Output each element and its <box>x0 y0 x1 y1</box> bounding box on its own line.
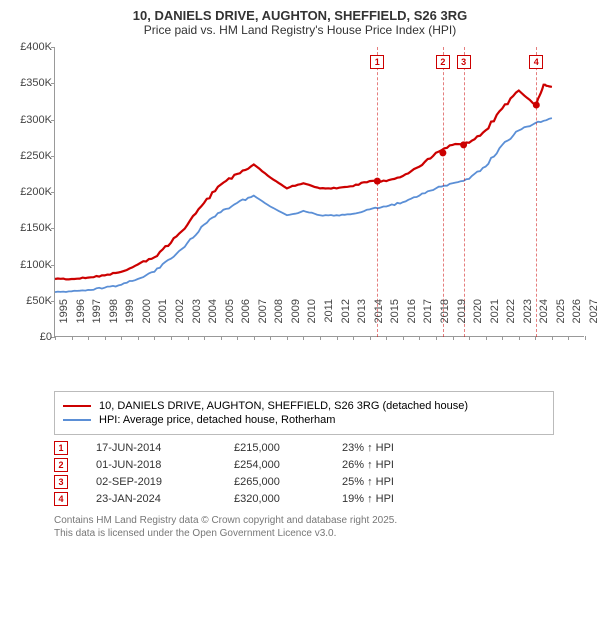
x-tick-label: 2022 <box>505 299 517 339</box>
legend-swatch <box>63 419 91 422</box>
x-tick-label: 2026 <box>571 299 583 339</box>
x-tick-label: 2027 <box>588 299 600 339</box>
sale-pct: 19% ↑ HPI <box>342 493 432 505</box>
x-tick-label: 2002 <box>174 299 186 339</box>
x-tick-label: 2020 <box>472 299 484 339</box>
plot-svg <box>55 47 585 337</box>
sale-row: 1 17-JUN-2014 £215,000 23% ↑ HPI <box>54 441 590 455</box>
legend-label: 10, DANIELS DRIVE, AUGHTON, SHEFFIELD, S… <box>99 400 468 412</box>
x-tick-label: 2003 <box>191 299 203 339</box>
series-hpi <box>55 118 552 292</box>
sale-price: £265,000 <box>234 476 314 488</box>
sale-price: £320,000 <box>234 493 314 505</box>
sale-index-box: 4 <box>54 492 68 506</box>
sale-marker-box: 1 <box>370 55 384 69</box>
x-tick-label: 2015 <box>389 299 401 339</box>
x-tick-label: 2006 <box>240 299 252 339</box>
sale-date: 02-SEP-2019 <box>96 476 206 488</box>
sale-index-box: 3 <box>54 475 68 489</box>
sales-table: 1 17-JUN-2014 £215,000 23% ↑ HPI 2 01-JUN-201… <box>54 441 590 506</box>
y-tick-label: £150K <box>10 222 52 234</box>
sale-index-box: 1 <box>54 441 68 455</box>
x-tick-label: 2021 <box>489 299 501 339</box>
sale-date: 17-JUN-2014 <box>96 442 206 454</box>
sale-pct: 23% ↑ HPI <box>342 442 432 454</box>
x-tick-label: 1998 <box>108 299 120 339</box>
y-tick-label: £0 <box>10 331 52 343</box>
footer-line1: Contains HM Land Registry data © Crown c… <box>54 514 590 527</box>
legend-item: HPI: Average price, detached house, Roth… <box>63 414 545 426</box>
x-tick-label: 2025 <box>555 299 567 339</box>
sale-marker-line <box>377 47 378 337</box>
y-tick-label: £200K <box>10 186 52 198</box>
series-property <box>55 85 552 280</box>
sale-row: 2 01-JUN-2018 £254,000 26% ↑ HPI <box>54 458 590 472</box>
sale-row: 4 23-JAN-2024 £320,000 19% ↑ HPI <box>54 492 590 506</box>
x-tick-label: 1997 <box>91 299 103 339</box>
sale-row: 3 02-SEP-2019 £265,000 25% ↑ HPI <box>54 475 590 489</box>
legend-item: 10, DANIELS DRIVE, AUGHTON, SHEFFIELD, S… <box>63 400 545 412</box>
sale-marker-box: 2 <box>436 55 450 69</box>
title-line1: 10, DANIELS DRIVE, AUGHTON, SHEFFIELD, S… <box>10 8 590 23</box>
x-tick-label: 1996 <box>75 299 87 339</box>
chart-area: 1 23 4 £0 £50K £100K £150K £200K £250K £300K £350… <box>10 43 590 383</box>
x-tick-label: 1995 <box>58 299 70 339</box>
sale-pct: 25% ↑ HPI <box>342 476 432 488</box>
sale-marker-line <box>464 47 465 337</box>
x-tick-label: 2007 <box>257 299 269 339</box>
x-tick-label: 2008 <box>273 299 285 339</box>
sale-price: £254,000 <box>234 459 314 471</box>
x-tick-label: 2000 <box>141 299 153 339</box>
x-tick-label: 2018 <box>439 299 451 339</box>
y-tick-label: £400K <box>10 41 52 53</box>
x-tick-label: 2016 <box>406 299 418 339</box>
legend-swatch <box>63 405 91 408</box>
sale-index-box: 2 <box>54 458 68 472</box>
figure: 10, DANIELS DRIVE, AUGHTON, SHEFFIELD, S… <box>0 0 600 548</box>
x-tick-label: 2009 <box>290 299 302 339</box>
x-tick-label: 2004 <box>207 299 219 339</box>
sale-date: 23-JAN-2024 <box>96 493 206 505</box>
title-line2: Price paid vs. HM Land Registry's House … <box>10 23 590 37</box>
x-tick-label: 2023 <box>522 299 534 339</box>
y-tick-label: £350K <box>10 77 52 89</box>
sale-marker-line <box>536 47 537 337</box>
footer-line2: This data is licensed under the Open Gov… <box>54 527 590 540</box>
x-tick-label: 2017 <box>422 299 434 339</box>
sale-date: 01-JUN-2018 <box>96 459 206 471</box>
footer: Contains HM Land Registry data © Crown c… <box>54 514 590 540</box>
sale-marker-box: 4 <box>529 55 543 69</box>
x-tick-label: 2019 <box>456 299 468 339</box>
x-tick-label: 2001 <box>157 299 169 339</box>
x-tick-label: 1999 <box>124 299 136 339</box>
sale-price: £215,000 <box>234 442 314 454</box>
x-tick-label: 2005 <box>224 299 236 339</box>
y-tick-label: £100K <box>10 259 52 271</box>
sale-marker-line <box>443 47 444 337</box>
title-block: 10, DANIELS DRIVE, AUGHTON, SHEFFIELD, S… <box>10 8 590 37</box>
x-tick-label: 2012 <box>340 299 352 339</box>
sale-pct: 26% ↑ HPI <box>342 459 432 471</box>
y-tick-label: £250K <box>10 150 52 162</box>
x-tick-label: 2024 <box>538 299 550 339</box>
x-tick-label: 2013 <box>356 299 368 339</box>
legend-label: HPI: Average price, detached house, Roth… <box>99 414 335 426</box>
y-tick-label: £300K <box>10 114 52 126</box>
x-tick-label: 2011 <box>323 299 335 339</box>
plot-box: 1 23 4 <box>54 47 584 337</box>
y-tick-label: £50K <box>10 295 52 307</box>
x-tick-label: 2010 <box>306 299 318 339</box>
sale-marker-box: 3 <box>457 55 471 69</box>
x-tick-label: 2014 <box>373 299 385 339</box>
legend: 10, DANIELS DRIVE, AUGHTON, SHEFFIELD, S… <box>54 391 554 435</box>
